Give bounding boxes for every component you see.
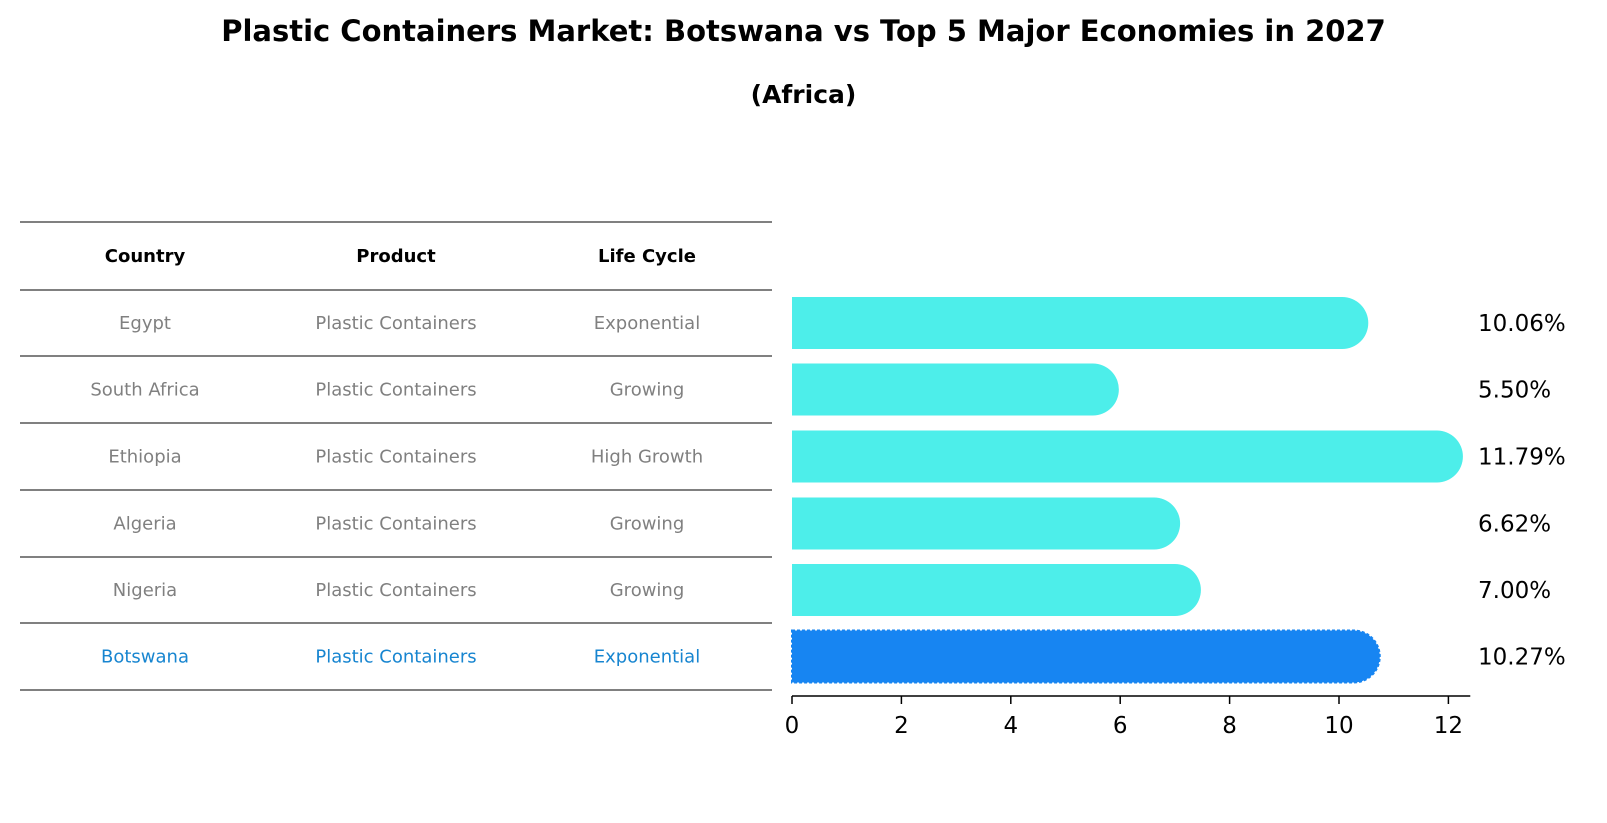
table-cell-country: Nigeria [113, 580, 177, 601]
bar-algeria [792, 497, 1181, 550]
bar-nigeria [792, 564, 1201, 616]
value-label: 7.00% [1478, 578, 1551, 604]
value-label: 11.79% [1478, 445, 1566, 471]
x-tick-label: 8 [1222, 713, 1237, 739]
table-header-cell: Country [105, 246, 186, 267]
table-header-cell: Life Cycle [598, 246, 696, 267]
table-cell-country: Algeria [113, 514, 176, 535]
value-label: 10.06% [1478, 311, 1566, 337]
value-label: 10.27% [1478, 645, 1566, 671]
table-cell-product: Plastic Containers [315, 380, 476, 401]
x-tick-label: 0 [785, 713, 800, 739]
table-header-cell: Product [356, 246, 436, 267]
table-cell-country: Botswana [101, 647, 189, 668]
table-cell-life-cycle: High Growth [591, 447, 703, 468]
table-cell-product: Plastic Containers [315, 580, 476, 601]
table-cell-product: Plastic Containers [315, 647, 476, 668]
table-cell-country: Ethiopia [108, 447, 181, 468]
value-label: 5.50% [1478, 378, 1551, 404]
x-tick-label: 10 [1324, 713, 1353, 739]
bar-ethiopia [792, 430, 1463, 483]
table-cell-life-cycle: Growing [610, 380, 685, 401]
table-cell-product: Plastic Containers [315, 447, 476, 468]
x-tick-label: 4 [1003, 713, 1018, 739]
chart-title: Plastic Containers Market: Botswana vs T… [221, 14, 1386, 48]
table-cell-product: Plastic Containers [315, 514, 476, 535]
table-cell-product: Plastic Containers [315, 313, 476, 334]
value-label: 6.62% [1478, 512, 1551, 538]
bar-egypt [792, 297, 1369, 349]
x-tick-label: 2 [894, 713, 909, 739]
table-cell-life-cycle: Exponential [594, 647, 700, 668]
x-axis: 0 2 4 6 8 10 12 [785, 695, 1471, 739]
table-cell-life-cycle: Exponential [594, 313, 700, 334]
bar-botswana [791, 629, 1381, 684]
table-cell-country: Egypt [119, 313, 171, 334]
table-cell-life-cycle: Growing [610, 580, 685, 601]
x-tick-label: 12 [1434, 713, 1463, 739]
x-tick-label: 6 [1113, 713, 1128, 739]
table: Country Product Life Cycle Egypt Plastic Con… [20, 221, 772, 691]
table-cell-country: South Africa [90, 380, 199, 401]
chart-subtitle: (Africa) [750, 80, 857, 109]
bar-south-africa [792, 363, 1119, 416]
table-cell-life-cycle: Growing [610, 514, 685, 535]
bar-chart: 10.06% 5.50% 11.79% 6.62% 7.00% 10.27% [791, 297, 1566, 684]
